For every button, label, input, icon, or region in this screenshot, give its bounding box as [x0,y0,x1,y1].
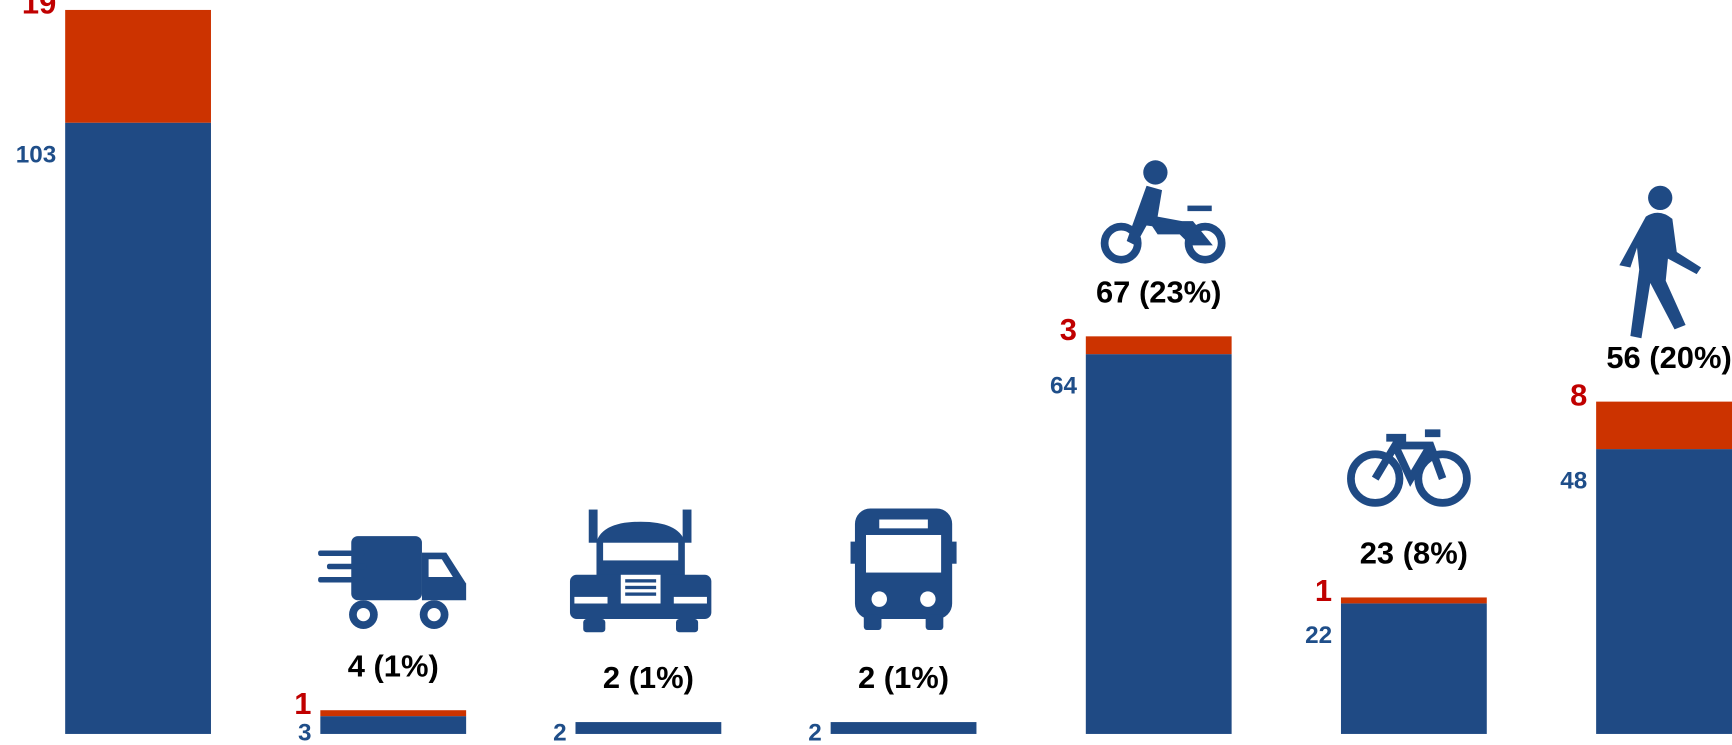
bar-segment [1340,603,1487,734]
total-label: 56 (20%) [1606,340,1731,375]
segment-label: 19 [22,0,56,21]
bar-segment [1596,401,1732,450]
total-label: 2 (1%) [858,660,949,695]
segment-label: 2 [808,719,822,745]
bar-segment [1340,597,1487,604]
bar-segment [575,722,722,734]
segment-label: 1 [1315,573,1332,608]
segment-label: 3 [1060,312,1077,347]
pedestrian-icon [1619,185,1702,339]
bar-segment [65,122,211,734]
bar-segment [65,9,211,123]
bar-segment [830,722,977,734]
total-label: 2 (1%) [603,660,694,695]
segment-label: 3 [298,719,312,745]
total-label: 4 (1%) [348,648,439,683]
truck-icon [569,509,712,633]
segment-label: 103 [16,141,57,168]
segment-label: 1 [294,686,311,721]
bus-icon [850,508,957,631]
motorcycle-icon [1100,160,1226,264]
bar-segment [1085,336,1232,355]
bar-segment [320,710,467,717]
total-label: 23 (8%) [1360,536,1468,571]
segment-label: 22 [1305,622,1332,649]
segment-label: 2 [553,719,567,745]
total-label: 67 (23%) [1096,275,1221,310]
bar-segment [1596,449,1732,734]
segment-label: 8 [1570,377,1587,412]
icons [318,160,1702,633]
segment-label: 48 [1560,468,1587,495]
bar-segment [320,716,467,734]
bicycle-icon [1347,429,1471,507]
van-icon [318,536,467,629]
bar-segment [1085,354,1232,734]
segment-label: 64 [1050,373,1078,400]
